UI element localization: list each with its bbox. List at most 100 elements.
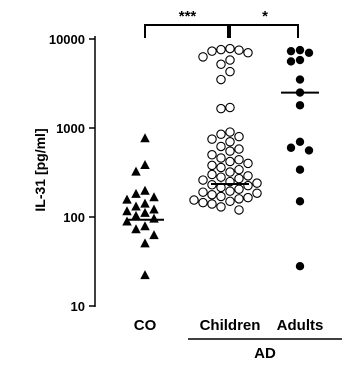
data-point-open-circle [189,195,199,205]
data-point-open-circle [234,144,244,154]
x-category-label: Children [200,317,261,334]
data-point-open-circle [225,196,235,207]
data-point-open-circle [216,162,226,173]
data-point-filled-circle [295,137,305,146]
data-point-triangle [149,204,159,214]
data-point-open-circle [207,150,217,160]
data-point-open-circle [225,167,235,177]
data-point-open-circle [252,178,262,188]
data-point-open-circle [234,154,244,165]
data-point-filled-circle [286,57,296,66]
data-point-open-circle [234,131,244,142]
data-point-open-circle [216,103,226,114]
data-point-open-circle [207,134,217,144]
data-point-filled-circle [295,45,305,55]
data-point-triangle [131,166,141,176]
data-point-triangle [140,270,150,280]
significance-label: *** [179,8,197,25]
data-points [122,43,314,280]
data-point-triangle [122,206,132,216]
data-point-triangle [131,224,141,234]
data-point-triangle [140,238,150,248]
data-point-triangle [131,210,141,220]
data-point-filled-circle [295,165,305,174]
significance-bracket [229,24,299,38]
data-point-open-circle [216,59,226,70]
group-ad: AD [188,338,342,362]
data-point-open-circle [198,52,208,62]
data-point-triangle [140,207,150,217]
data-point-open-circle [207,46,217,56]
group-label: AD [254,345,276,362]
data-point-open-circle [207,189,217,200]
data-point-open-circle [216,153,226,163]
data-point-open-circle [225,127,235,137]
data-point-open-circle [216,202,226,212]
data-point-open-circle [243,171,253,181]
data-point-open-circle [225,43,235,54]
data-point-triangle [140,159,150,169]
data-point-open-circle [198,197,208,208]
data-point-open-circle [225,156,235,167]
data-point-triangle [140,198,150,208]
data-point-open-circle [252,188,262,198]
data-point-open-circle [216,129,226,140]
data-point-open-circle [234,45,244,55]
data-point-open-circle [234,184,244,195]
data-point-open-circle [225,137,235,147]
y-tick-label: 10000 [49,32,85,47]
data-point-open-circle [216,141,226,152]
data-point-open-circle [243,180,253,191]
data-point-triangle [122,194,132,204]
data-point-triangle [140,221,150,231]
data-point-open-circle [225,146,235,156]
data-point-open-circle [216,191,226,202]
data-point-open-circle [234,205,244,215]
data-point-filled-circle [295,55,305,65]
x-category-label: CO [134,317,157,334]
y-ticks: 10 100 1000 10000 [49,32,95,314]
data-point-filled-circle [304,146,314,155]
data-point-filled-circle [295,197,305,206]
data-point-open-circle [234,194,244,204]
data-point-open-circle [243,158,253,169]
data-point-open-circle [216,74,226,85]
data-point-filled-circle [286,46,296,56]
data-point-open-circle [234,173,244,184]
significance-label: * [262,8,268,25]
data-point-open-circle [225,102,235,113]
data-point-filled-circle [286,143,296,152]
data-point-open-circle [207,160,217,171]
data-point-triangle [131,188,141,198]
data-point-open-circle [207,169,217,180]
data-point-open-circle [243,192,253,203]
data-point-filled-circle [295,262,305,271]
data-point-open-circle [216,172,226,182]
y-tick-label: 1000 [56,121,85,136]
data-point-filled-circle [295,75,305,84]
data-point-triangle [140,133,150,143]
data-point-open-circle [216,44,226,55]
data-point-triangle [149,213,159,223]
data-point-triangle [149,230,159,240]
data-point-open-circle [207,199,217,209]
x-category-label: Adults [277,317,324,334]
y-tick-label: 100 [63,210,85,225]
data-point-open-circle [225,66,235,77]
y-tick-label: 10 [71,299,85,314]
data-point-triangle [131,201,141,211]
data-point-triangle [149,192,159,202]
x-category-labels: CO Children Adults [134,317,324,334]
significance-brackets: *** * [144,8,299,38]
data-point-filled-circle [304,48,314,57]
data-point-open-circle [225,55,235,65]
data-point-open-circle [234,164,244,175]
significance-bracket [144,24,229,38]
data-point-open-circle [198,187,208,197]
data-point-triangle [140,185,150,195]
data-point-triangle [122,216,132,226]
y-axis-label: IL-31 [pg/ml] [32,128,48,211]
data-point-open-circle [225,186,235,196]
